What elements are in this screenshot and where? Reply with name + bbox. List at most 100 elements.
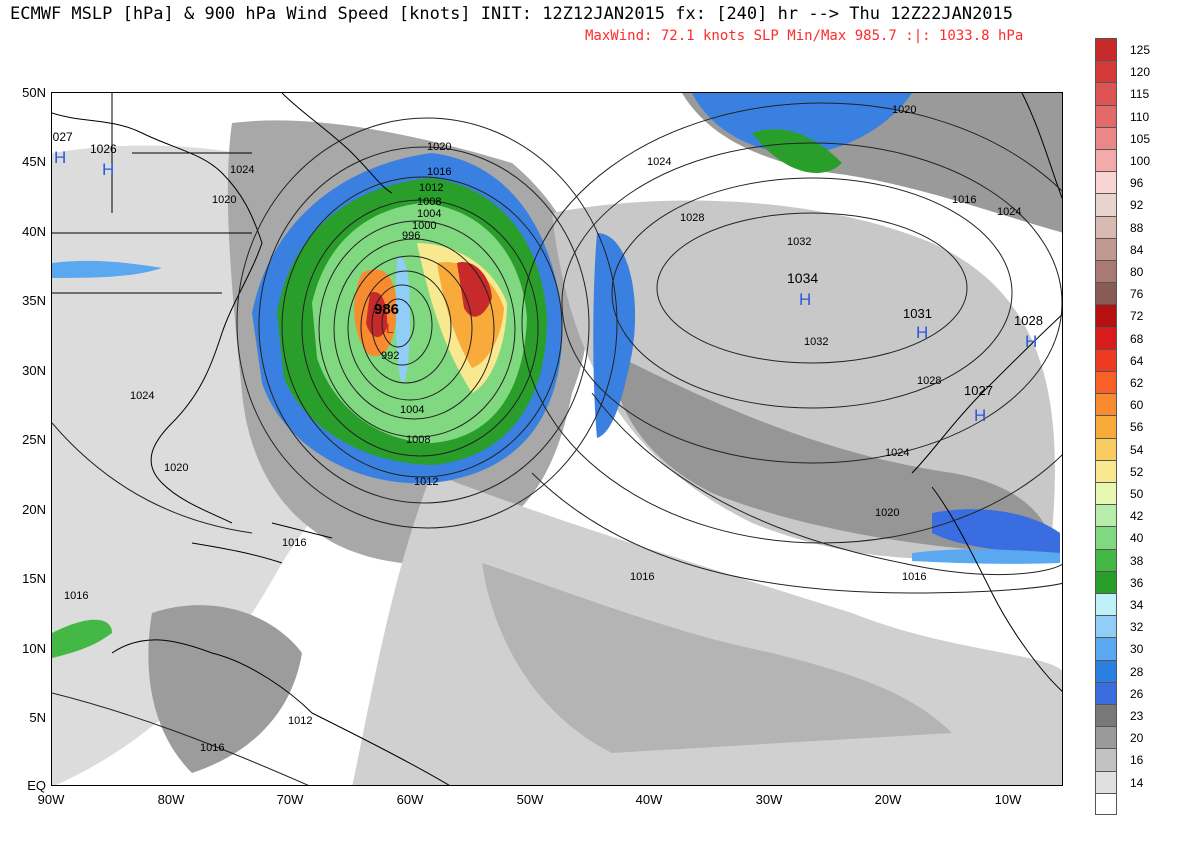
colorbar-swatch [1095, 593, 1117, 617]
isobar-label: 992 [381, 350, 399, 362]
colorbar-label: 28 [1130, 664, 1144, 679]
colorbar-label: 115 [1130, 87, 1150, 102]
isobar-label: 1016 [200, 742, 224, 754]
isobar-label: 1012 [414, 476, 438, 488]
map-canvas: 986 L 1034 H 1031 H 1028 H 1027 H 1027 H… [52, 93, 1062, 785]
lon-label-60w: 60W [396, 792, 424, 807]
chart-stats: MaxWind: 72.1 knots SLP Min/Max 985.7 :|… [585, 28, 1024, 44]
lat-label-30n: 30N [22, 363, 46, 378]
chart-title: ECMWF MSLP [hPa] & 900 hPa Wind Speed [k… [10, 4, 1014, 24]
lat-label-10n: 10N [22, 641, 46, 656]
colorbar-label: 38 [1130, 553, 1144, 568]
isobar-label: 1016 [630, 571, 654, 583]
colorbar-label: 16 [1130, 753, 1144, 768]
colorbar-label: 52 [1130, 464, 1144, 479]
isobar-label: 1004 [400, 404, 424, 416]
lon-label-70w: 70W [276, 792, 304, 807]
colorbar-swatch [1095, 371, 1117, 395]
high-center-value: 1026 [90, 142, 117, 156]
high-center-symbol: H [916, 323, 928, 342]
colorbar-swatch [1095, 282, 1117, 306]
isobar-label: 1024 [647, 156, 671, 168]
lon-label-50w: 50W [516, 792, 544, 807]
colorbar-swatch [1095, 770, 1117, 794]
colorbar-label: 120 [1130, 65, 1151, 80]
isobars [52, 102, 1062, 785]
colorbar-swatch [1095, 215, 1117, 239]
isobar-label: 996 [402, 230, 420, 242]
isobar-label: 1024 [997, 206, 1021, 218]
isobar-label: 1008 [417, 196, 441, 208]
colorbar-label: 34 [1130, 598, 1144, 612]
coastlines [52, 93, 1062, 785]
colorbar-label: 92 [1130, 198, 1144, 213]
isobar-label: 1000 [412, 220, 436, 232]
colorbar-label: 100 [1130, 154, 1151, 168]
colorbar-swatch [1095, 171, 1117, 195]
colorbar-swatch [1095, 615, 1117, 639]
high-center-value: 1028 [1014, 313, 1043, 328]
colorbar-swatch [1095, 104, 1117, 128]
colorbar-label: 125 [1130, 43, 1151, 57]
colorbar-swatch [1095, 526, 1117, 550]
isobar-label: 1016 [427, 166, 451, 178]
isobar-label: 1032 [787, 236, 811, 248]
low-center-value: 986 [374, 301, 399, 318]
high-center-value: 1027 [964, 383, 993, 398]
colorbar-label: 26 [1130, 686, 1144, 701]
colorbar-label: 84 [1130, 242, 1144, 257]
colorbar-label: 76 [1130, 287, 1144, 302]
colorbar-swatch [1095, 304, 1117, 328]
colorbar-swatch [1095, 38, 1117, 62]
colorbar-label: 54 [1130, 442, 1144, 457]
colorbar-swatch [1095, 260, 1117, 284]
high-center-value: 1034 [787, 270, 818, 286]
isobar-label: 1020 [875, 507, 899, 519]
colorbar-label: 64 [1130, 353, 1144, 368]
colorbar-label: 105 [1130, 131, 1151, 146]
colorbar-swatch [1095, 726, 1117, 750]
isobar-label: 1012 [419, 182, 443, 194]
high-center-symbol: H [102, 160, 114, 179]
colorbar-label: 68 [1130, 331, 1144, 346]
lat-label-35n: 35N [22, 293, 46, 308]
colorbar-label: 56 [1130, 420, 1144, 435]
high-center-symbol: H [1025, 332, 1037, 351]
colorbar-swatch [1095, 60, 1117, 84]
lat-label-20n: 20N [22, 502, 46, 517]
colorbar-swatch [1095, 570, 1117, 594]
colorbar-label: 60 [1130, 398, 1144, 413]
isobar-label: 1008 [406, 434, 430, 446]
colorbar-swatch [1095, 126, 1117, 150]
colorbar-label: 40 [1130, 531, 1144, 546]
colorbar-swatch [1095, 792, 1117, 815]
isobar-label: 1024 [885, 447, 909, 459]
colorbar-label: 62 [1130, 376, 1144, 390]
colorbar-label: 88 [1130, 220, 1144, 235]
lat-label-50n: 50N [22, 85, 46, 100]
lon-label-10w: 10W [994, 792, 1022, 807]
high-center-symbol: H [54, 148, 66, 167]
colorbar-swatch [1095, 237, 1117, 261]
wind-shading [52, 93, 1062, 785]
colorbar-swatch [1095, 704, 1117, 728]
colorbar-label: 36 [1130, 575, 1144, 590]
lon-label-90w: 90W [37, 792, 65, 807]
colorbar-swatch [1095, 415, 1117, 439]
colorbar-label: 72 [1130, 309, 1144, 324]
colorbar-swatch [1095, 659, 1117, 683]
colorbar-label: 30 [1130, 642, 1144, 657]
lon-label-80w: 80W [157, 792, 185, 807]
colorbar-label: 14 [1130, 775, 1144, 790]
colorbar-label: 23 [1130, 709, 1144, 723]
colorbar-label: 96 [1130, 176, 1144, 191]
isobar-label: 1020 [427, 141, 451, 153]
isobar-label: 1016 [902, 571, 926, 583]
lon-label-30w: 30W [755, 792, 783, 807]
colorbar-label: 110 [1130, 109, 1150, 124]
isobar-label: 1020 [892, 104, 916, 116]
isobar-label: 1016 [64, 590, 88, 602]
colorbar-swatch [1095, 681, 1117, 705]
high-center-value: 1031 [903, 306, 932, 321]
colorbar-label: 80 [1130, 265, 1144, 279]
